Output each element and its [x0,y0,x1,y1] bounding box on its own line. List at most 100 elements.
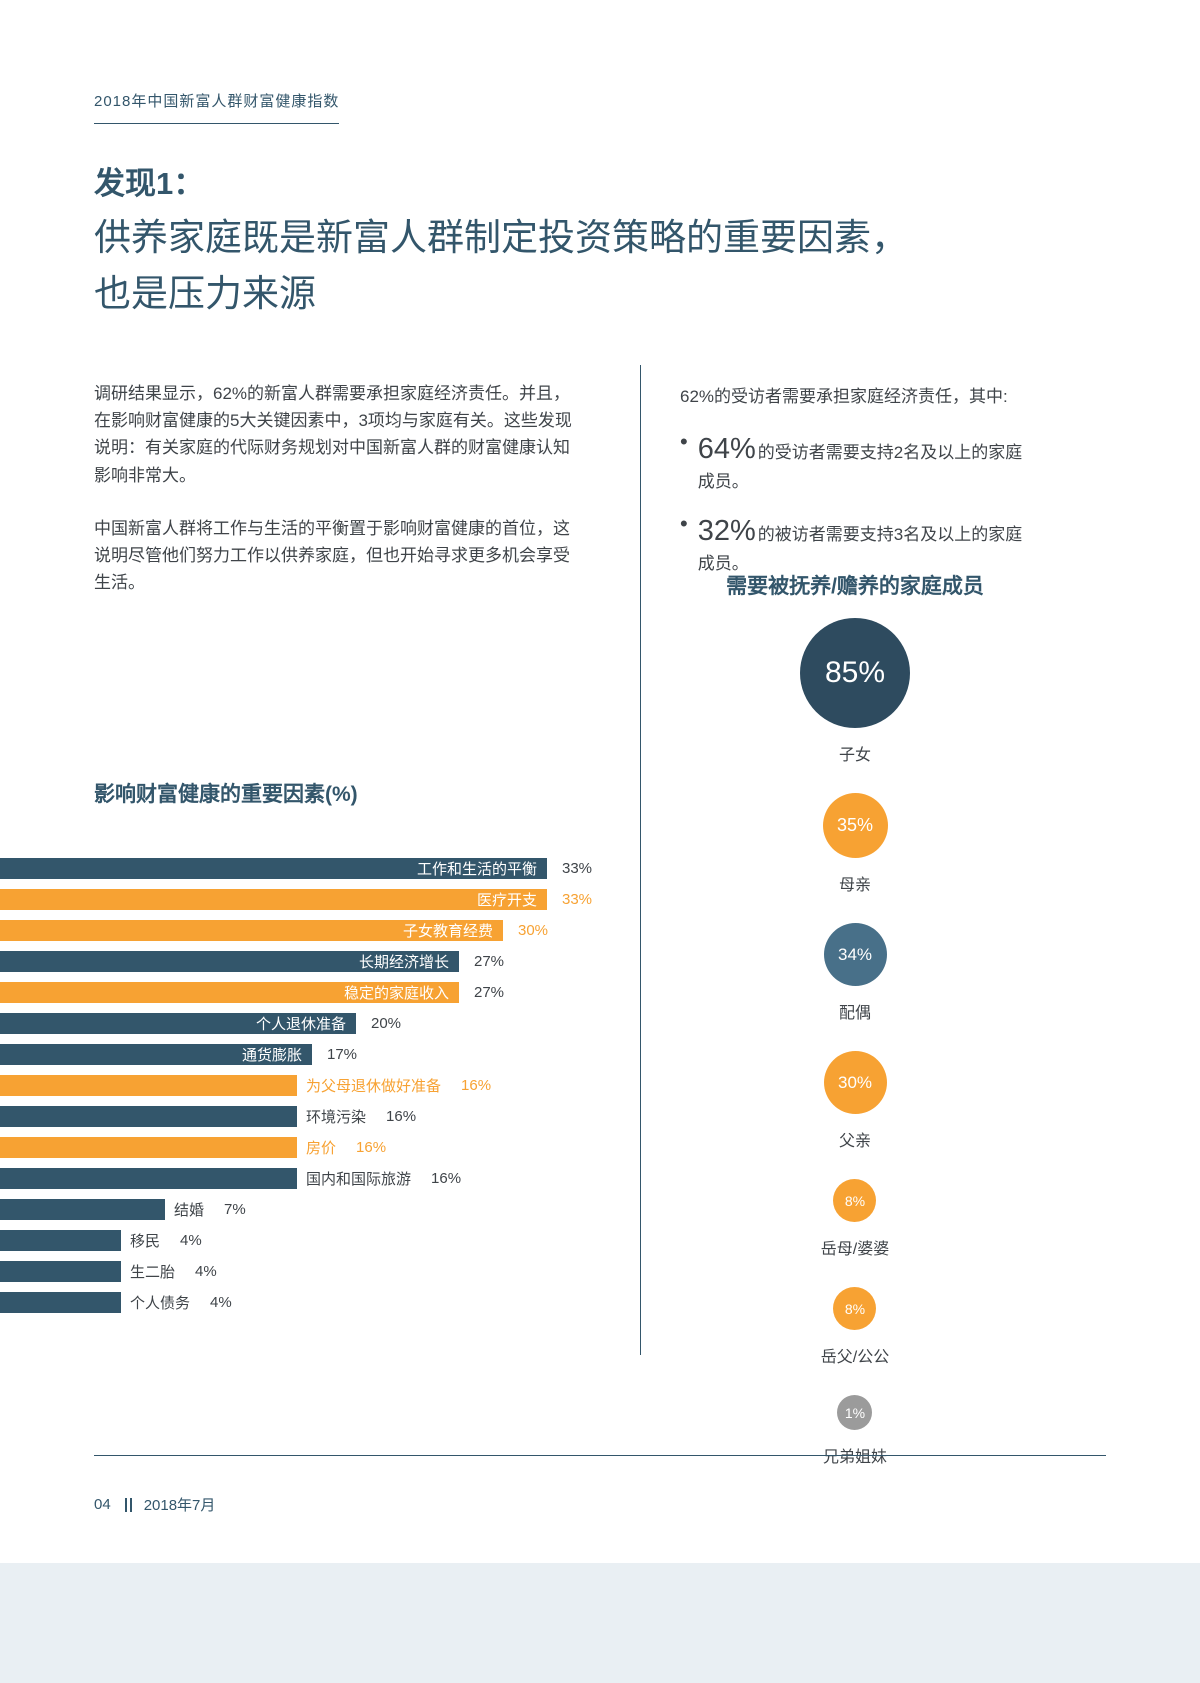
stat-bullet-text: 64% 的受访者需要支持2名及以上的家庭成员。 [698,428,1028,495]
page-number: 04 [94,1496,111,1513]
bubble-circle: 8% [833,1287,877,1330]
bullet-icon: • [680,428,688,454]
bar: 个人退休准备 [0,1013,356,1034]
bar-label: 子女教育经费 [402,923,493,940]
bar-value: 4% [195,1263,217,1280]
bar: 稳定的家庭收入 [0,982,459,1003]
bar-value: 17% [327,1046,358,1063]
bubble-item: 1% 兄弟姐妹 [823,1395,887,1467]
stat-value: 32% [697,515,756,548]
stat-text: 的受访者需要支持2名及以上的家庭成员。 [697,442,1023,491]
bubble-circle: 30% [823,1051,887,1114]
bubble-label: 岳母/婆婆 [820,1241,890,1258]
bar [0,1230,121,1251]
bubble-label: 配偶 [838,1005,871,1022]
stats-lead: 62%的受访者需要承担家庭经济责任，其中: [680,387,1008,406]
bar-label: 个人退休准备 [255,1016,346,1033]
bar [0,1168,297,1189]
bubble-label: 母亲 [838,877,871,894]
page-title: 供养家庭既是新富人群制定投资策略的重要因素， 也是压力来源 [94,217,908,314]
bubble-circle: 85% [800,618,910,728]
bubble-item: 85% 子女 [800,618,910,765]
stat-value: 64% [697,432,756,465]
bar-row: 医疗开支 33% [0,889,645,910]
bubble-item: 8% 岳父/公公 [821,1287,889,1367]
bar-row: 结婚 7% [0,1199,645,1220]
bar [0,1106,297,1127]
bar-label: 结婚 [174,1202,205,1219]
bar-row: 个人债务 4% [0,1292,645,1313]
intro-paragraph-2: 中国新富人群将工作与生活的平衡置于影响财富健康的首位，这说明尽管他们努力工作以供… [94,518,570,593]
bar-label: 个人债务 [130,1295,191,1312]
intro-paragraph-1: 调研结果显示，62%的新富人群需要承担家庭经济责任。并且，在影响财富健康的5大关… [94,384,572,485]
stats-bullet-list: • 64% 的受访者需要支持2名及以上的家庭成员。 • 32% 的被访者需要支持3名… [680,428,1080,577]
stat-text: 的被访者需要支持3名及以上的家庭成员。 [697,525,1023,574]
bar-row: 环境污染 16% [0,1106,645,1127]
intro-text-block: 调研结果显示，62%的新富人群需要承担家庭经济责任。并且，在影响财富健康的5大关… [94,380,574,596]
bar: 医疗开支 [0,889,547,910]
bubble-circle: 8% [833,1179,877,1222]
bar [0,1261,121,1282]
bar-label: 长期经济增长 [358,954,449,971]
bar-value: 33% [562,860,593,877]
bar-row: 国内和国际旅游 16% [0,1168,645,1189]
bar-label: 环境污染 [306,1109,367,1126]
bar-row: 通货膨胀 17% [0,1044,645,1065]
bubble-item: 34% 配偶 [823,923,887,1023]
bar-value: 16% [431,1170,462,1187]
bar-value: 27% [474,953,505,970]
bar-value: 16% [461,1077,492,1094]
bar-row: 子女教育经费 30% [0,920,645,941]
footer: 04 2018年7月 [94,1494,215,1515]
bar-value: 4% [210,1294,232,1311]
bubble-item: 30% 父亲 [823,1051,887,1151]
bar-label: 稳定的家庭收入 [343,985,449,1002]
bubble-item: 8% 岳母/婆婆 [821,1179,889,1259]
bubble-label: 岳父/公公 [820,1349,890,1366]
bar-value: 33% [562,891,593,908]
bar-row: 移民 4% [0,1230,645,1251]
bar [0,1075,297,1096]
bar-label: 生二胎 [130,1264,176,1281]
column-divider [640,365,641,1355]
bar-row: 房价 16% [0,1137,645,1158]
bar-label: 为父母退休做好准备 [306,1078,442,1095]
bar-row: 个人退休准备 20% [0,1013,645,1034]
stats-block: 62%的受访者需要承担家庭经济责任，其中: • 64% 的受访者需要支持2名及以上… [680,384,1080,577]
bar-chart-title: 影响财富健康的重要因素(%) [94,783,358,806]
bar [0,1137,297,1158]
bubble-label: 兄弟姐妹 [822,1449,887,1466]
bar-row: 为父母退休做好准备 16% [0,1075,645,1096]
footer-date: 2018年7月 [143,1497,216,1514]
bubble-label: 父亲 [838,1133,871,1150]
stat-bullet-2: • 32% 的被访者需要支持3名及以上的家庭成员。 [680,510,1080,577]
bar-label: 通货膨胀 [241,1047,302,1064]
footer-divider-icon [124,1497,132,1512]
bar-label: 工作和生活的平衡 [416,861,537,878]
bar: 工作和生活的平衡 [0,858,547,879]
bar-label: 国内和国际旅游 [306,1171,412,1188]
bar-label: 房价 [306,1140,337,1157]
bar-value: 7% [224,1201,246,1218]
bar-row: 生二胎 4% [0,1261,645,1282]
bullet-icon: • [680,511,688,537]
bubble-circle: 1% [837,1395,873,1430]
finding-label: 发现1： [94,166,205,201]
bar-row: 工作和生活的平衡 33% [0,858,645,879]
bar: 通货膨胀 [0,1044,312,1065]
bar-value: 30% [518,922,549,939]
family-bubble-chart: 85% 子女 35% 母亲 34% 配偶 30% 父亲 8% 岳母/婆婆 8% 岳父/公公 1% 兄弟姐妹 [660,618,1050,1495]
bubble-label: 子女 [838,747,871,764]
report-header: 2018年中国新富人群财富健康指数 [94,90,340,124]
factors-bar-chart: 工作和生活的平衡 33% 医疗开支 33% 子女教育经费 30% 长期经济增长 27% 稳定的家… [0,858,645,1323]
stat-bullet-1: • 64% 的受访者需要支持2名及以上的家庭成员。 [680,428,1080,495]
bar: 子女教育经费 [0,920,503,941]
bottom-band [0,1563,1200,1683]
bubble-item: 35% 母亲 [822,793,888,895]
bar-value: 16% [356,1139,387,1156]
bar-label: 医疗开支 [476,892,537,909]
bar-row: 长期经济增长 27% [0,951,645,972]
bar [0,1199,165,1220]
bar-row: 稳定的家庭收入 27% [0,982,645,1003]
